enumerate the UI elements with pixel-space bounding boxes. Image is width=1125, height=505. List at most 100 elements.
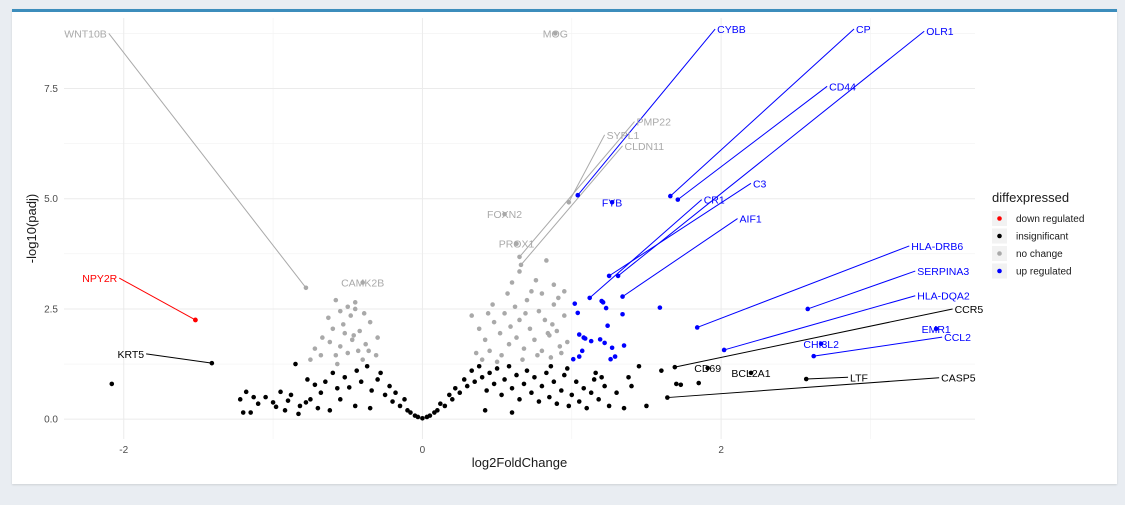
connector-olr1	[617, 30, 925, 277]
point-wnt10b	[303, 285, 309, 291]
gene-label-camk2b: CAMK2B	[341, 278, 384, 290]
point-no-change	[373, 352, 379, 358]
point-insignificant	[442, 403, 448, 409]
x-tick-label: 0	[420, 445, 426, 456]
point-no-change	[352, 306, 358, 312]
point-prox1	[514, 241, 519, 247]
point-sypl1	[566, 199, 572, 205]
point-no-change	[345, 304, 351, 310]
point-insignificant	[562, 372, 567, 378]
point-insignificant	[532, 374, 537, 380]
legend-entries: down regulated insignificant no change up r…	[992, 211, 1084, 279]
point-no-change	[479, 357, 485, 362]
gene-label-olr1: OLR1	[926, 26, 954, 38]
point-insignificant	[536, 399, 542, 404]
x-tick-label: 2	[718, 445, 724, 456]
point-insignificant	[288, 392, 294, 398]
point-cp	[668, 193, 673, 199]
point-no-change	[320, 335, 325, 340]
gene-label-wnt10b: WNT10B	[64, 28, 107, 40]
point-insignificant	[576, 399, 582, 404]
point-no-change	[333, 352, 339, 358]
point-up-regulated	[621, 343, 627, 348]
point-insignificant	[551, 379, 557, 384]
x-axis-title: log2FoldChange	[472, 455, 567, 470]
point-insignificant	[449, 397, 455, 402]
point-no-change	[485, 311, 491, 316]
point-insignificant	[606, 403, 612, 409]
legend-title: diffexpressed	[992, 190, 1069, 205]
point-insignificant	[678, 382, 684, 388]
connector-sypl1	[568, 134, 606, 203]
point-insignificant	[626, 374, 631, 380]
point-insignificant	[491, 381, 497, 387]
point-insignificant	[240, 410, 246, 415]
point-no-change	[532, 337, 537, 343]
point-no-change	[509, 280, 515, 285]
legend: diffexpressed down regulated insignifican…	[992, 190, 1084, 279]
point-insignificant	[315, 405, 321, 411]
point-no-change	[349, 337, 355, 343]
point-no-change	[512, 304, 518, 310]
data-points	[109, 31, 939, 421]
point-no-change	[539, 291, 545, 296]
point-no-change	[469, 313, 475, 318]
connector-cr1	[589, 199, 703, 299]
gene-label-sypl1: SYPL1	[607, 130, 640, 142]
point-mog	[553, 31, 558, 36]
point-insignificant	[109, 381, 115, 387]
point-insignificant	[447, 392, 452, 398]
y-axis-title: -log10(padj)	[24, 194, 39, 263]
point-insignificant	[469, 368, 475, 373]
point-up-regulated	[605, 323, 610, 329]
point-insignificant	[564, 366, 570, 371]
point-ccr5	[672, 364, 678, 370]
point-insignificant	[547, 394, 552, 400]
point-insignificant	[237, 397, 243, 402]
point-no-change	[551, 282, 557, 288]
point-insignificant	[596, 397, 601, 402]
point-up-regulated	[620, 311, 625, 317]
point-no-change	[366, 348, 371, 354]
connector-npy2r	[119, 277, 196, 321]
point-insignificant	[369, 388, 374, 393]
gene-label-c3: C3	[753, 178, 767, 190]
plot-card: WNT10B MOG CYBB CP OLR1 CD44 PMP22 SYPL1 CLDN11 C…	[12, 9, 1117, 484]
point-no-change	[554, 328, 560, 334]
point-insignificant	[303, 400, 309, 405]
point-insignificant	[255, 401, 261, 407]
point-insignificant	[408, 410, 413, 415]
point-insignificant	[509, 386, 515, 391]
point-insignificant	[614, 390, 619, 396]
gene-label-cd69: CD69	[694, 363, 721, 375]
gene-label-hla-drb6: HLA-DRB6	[911, 241, 963, 253]
point-insignificant	[293, 361, 298, 367]
point-no-change	[520, 357, 525, 362]
point-no-change	[556, 295, 561, 301]
point-no-change	[550, 322, 555, 327]
point-insignificant	[502, 377, 507, 382]
point-no-change	[337, 308, 343, 314]
point-no-change	[473, 350, 479, 356]
x-tick-label: -2	[119, 445, 128, 456]
point-no-change	[327, 339, 333, 345]
connector-cp	[670, 28, 855, 197]
point-insignificant	[629, 383, 634, 389]
connector-ccl2	[813, 336, 943, 357]
point-insignificant	[581, 386, 587, 391]
point-insignificant	[393, 390, 398, 396]
legend-label: down regulated	[1016, 214, 1084, 225]
point-no-change	[536, 308, 542, 314]
point-no-change	[508, 324, 513, 329]
legend-key-no-change	[997, 251, 1002, 256]
connector-casp5	[667, 377, 940, 399]
point-insignificant	[494, 366, 500, 371]
point-insignificant	[544, 370, 549, 376]
point-up-regulated	[597, 337, 603, 342]
point-insignificant	[263, 394, 268, 400]
point-aif1	[620, 294, 625, 299]
connector-cldn11	[520, 145, 623, 266]
connector-cybb	[577, 28, 716, 196]
